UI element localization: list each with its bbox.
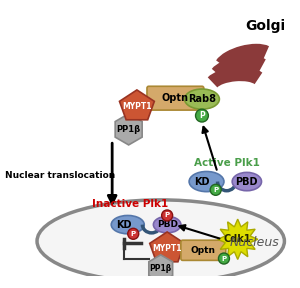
FancyBboxPatch shape — [147, 86, 204, 110]
Text: Optn: Optn — [190, 246, 215, 255]
Text: MYPT1: MYPT1 — [152, 244, 182, 253]
Text: PP1β: PP1β — [150, 264, 172, 273]
FancyBboxPatch shape — [181, 240, 226, 260]
Circle shape — [128, 228, 139, 239]
Text: MYPT1: MYPT1 — [122, 102, 152, 111]
Text: Nucleus: Nucleus — [229, 236, 279, 249]
Polygon shape — [150, 232, 184, 262]
Text: P: P — [199, 111, 205, 120]
Ellipse shape — [232, 173, 262, 191]
Circle shape — [162, 210, 172, 221]
Text: Cdk1: Cdk1 — [224, 234, 251, 244]
Text: PBD: PBD — [236, 177, 258, 187]
Text: KD: KD — [116, 220, 132, 230]
Ellipse shape — [153, 216, 181, 233]
Text: Nuclear translocation: Nuclear translocation — [5, 171, 115, 180]
Text: P: P — [221, 255, 226, 262]
Text: Golgi: Golgi — [245, 19, 285, 33]
Text: P: P — [165, 213, 170, 219]
Polygon shape — [218, 219, 258, 259]
Circle shape — [210, 184, 221, 195]
Text: PP1β: PP1β — [117, 125, 141, 134]
Text: PBD: PBD — [157, 220, 178, 229]
Circle shape — [196, 109, 208, 122]
Text: Optn: Optn — [162, 93, 189, 103]
Ellipse shape — [184, 89, 219, 109]
Text: Rab8: Rab8 — [188, 94, 216, 104]
Text: P: P — [131, 231, 136, 237]
Ellipse shape — [111, 215, 144, 234]
Ellipse shape — [37, 200, 284, 282]
Text: Active Plk1: Active Plk1 — [194, 158, 260, 168]
Polygon shape — [149, 255, 172, 282]
Text: Inactive Plk1: Inactive Plk1 — [92, 200, 169, 209]
Polygon shape — [115, 114, 142, 145]
Polygon shape — [119, 90, 154, 120]
Ellipse shape — [189, 171, 224, 192]
Circle shape — [218, 253, 230, 264]
Text: KD: KD — [194, 177, 210, 187]
Text: P: P — [213, 187, 218, 193]
